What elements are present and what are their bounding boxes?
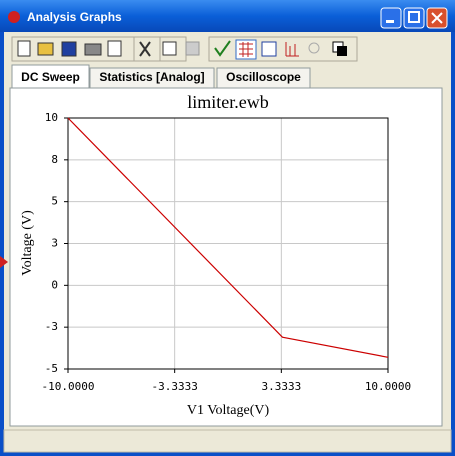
app-icon <box>8 11 20 23</box>
tab-bar: DC Sweep Statistics [Analog] Oscilloscope <box>11 64 311 90</box>
y-tick-label: -3 <box>45 320 58 333</box>
tab[interactable] <box>11 64 90 90</box>
minimize-icon <box>386 20 394 23</box>
legend-button[interactable] <box>261 41 277 57</box>
plot: 10 8 5 3 0 -3 -5 -10.0000 -3.3333 3.3333 10.0000 <box>42 111 412 393</box>
x-tick-label: -10.0000 <box>42 380 95 393</box>
zoom-button[interactable] <box>308 42 320 54</box>
plot-frame <box>67 117 389 370</box>
data-line <box>67 117 389 358</box>
tab-label: Oscilloscope <box>226 70 301 84</box>
print-button[interactable] <box>84 43 102 56</box>
y-tick-label: 3 <box>51 237 58 250</box>
y-tick-label: 8 <box>51 153 58 166</box>
graph-panel <box>9 87 443 427</box>
toolbar-group <box>208 36 358 62</box>
marker <box>0 256 8 268</box>
status-bar <box>3 429 452 453</box>
grid-icon <box>239 42 253 57</box>
copy-button[interactable] <box>162 41 177 56</box>
minimize-button[interactable] <box>380 7 402 29</box>
toolbar <box>11 36 358 62</box>
cut-button[interactable] <box>139 41 151 57</box>
paste-button[interactable] <box>185 41 200 56</box>
window-title: Analysis Graphs <box>27 10 122 24</box>
x-tick-label: 10.0000 <box>365 380 411 393</box>
x-tick-label: 3.3333 <box>261 380 301 393</box>
maximize-icon <box>408 11 420 23</box>
properties-button[interactable] <box>214 40 231 57</box>
tab-label: Statistics [Analog] <box>99 70 204 84</box>
title-bar <box>0 0 455 32</box>
tab-label: DC Sweep <box>21 70 80 84</box>
y-tick-label: 0 <box>51 278 58 291</box>
y-tick-label: 5 <box>51 195 58 208</box>
open-button[interactable] <box>37 42 54 56</box>
preview-button[interactable] <box>107 40 122 57</box>
x-tick-label: -3.3333 <box>151 380 197 393</box>
toolbar-group <box>11 36 161 62</box>
close-icon <box>431 12 443 24</box>
y-tick-label: -5 <box>45 362 58 375</box>
y-axis-label: Voltage (V) <box>20 210 35 276</box>
save-button[interactable] <box>61 41 77 57</box>
cursors-button[interactable] <box>285 42 299 57</box>
x-axis-label: V1 Voltage(V) <box>187 403 270 418</box>
new-button[interactable] <box>17 40 31 57</box>
chart-title: limiter.ewb <box>187 92 268 112</box>
y-tick-label: 10 <box>45 111 58 124</box>
restore-icon <box>337 46 347 56</box>
